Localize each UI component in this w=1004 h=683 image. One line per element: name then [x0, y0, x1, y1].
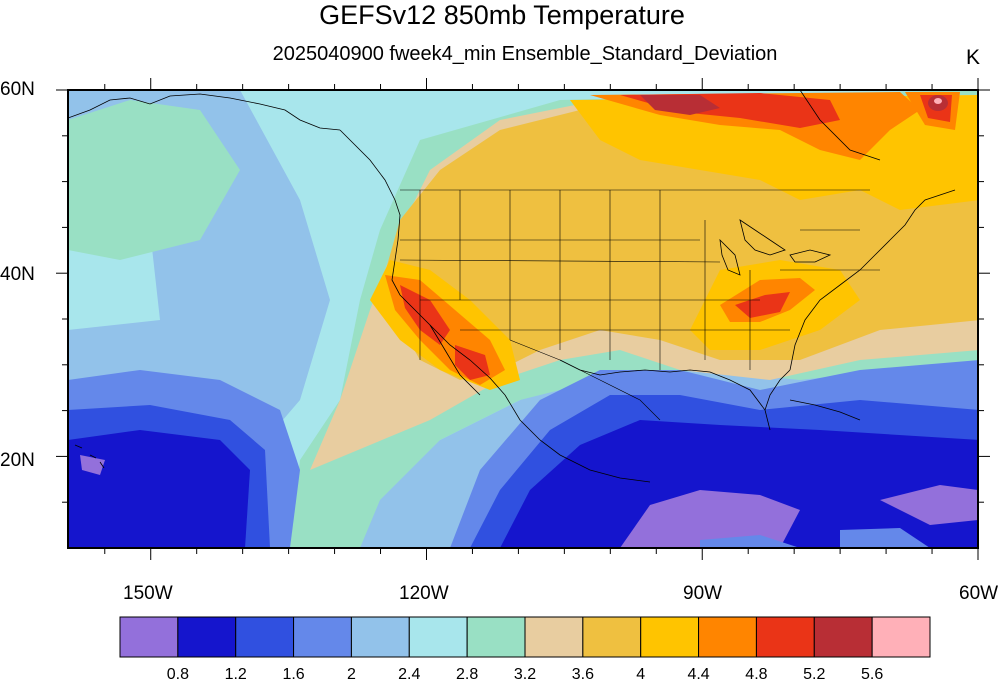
- colorbar-swatch: [524, 616, 584, 658]
- units-label: K: [966, 46, 981, 69]
- y-tick-label: 40N: [0, 264, 35, 285]
- colorbar-label: 1.2: [224, 666, 247, 683]
- colorbar-swatch: [293, 616, 352, 658]
- x-tick-label: 150W: [123, 583, 173, 604]
- colorbar-label: 5.2: [803, 666, 826, 683]
- colorbar-swatch: [350, 616, 410, 658]
- political-borders: [399, 189, 880, 421]
- colorbar-label: 5.6: [861, 666, 884, 683]
- colorbar-swatch: [582, 616, 642, 658]
- x-tick-label: 120W: [399, 583, 449, 604]
- colorbar-label: 0.8: [166, 666, 189, 683]
- colorbar-label: 2.4: [398, 666, 421, 683]
- colorbar-swatch: [235, 616, 295, 658]
- colorbar-swatch: [466, 616, 526, 658]
- map-subtitle: 2025040900 fweek4_min Ensemble_Standard_…: [272, 43, 778, 65]
- tick-marks: [56, 78, 990, 560]
- colorbar-swatch: [640, 616, 700, 658]
- colorbar-swatch: [408, 616, 468, 658]
- colorbar-label: 3.2: [513, 666, 537, 683]
- colorbar-label: 2.8: [456, 666, 479, 683]
- colorbar-swatch: [177, 616, 237, 658]
- colorbar: [119, 616, 931, 658]
- colorbar-label: 1.6: [282, 666, 305, 683]
- coastlines: [68, 90, 956, 483]
- colorbar-swatch: [698, 616, 757, 658]
- colorbar-swatch: [755, 616, 815, 658]
- contour-field: [68, 90, 978, 548]
- y-tick-label: 20N: [0, 450, 35, 471]
- colorbar-swatch: [813, 616, 873, 658]
- y-tick-label: 60N: [0, 79, 35, 100]
- x-tick-label: 60W: [959, 583, 999, 604]
- colorbar-swatch: [119, 616, 179, 658]
- map-title: GEFSv12 850mb Temperature: [319, 0, 685, 30]
- colorbar-swatch: [871, 616, 931, 658]
- colorbar-label: 4.4: [687, 666, 710, 683]
- colorbar-label: 4.8: [745, 666, 768, 683]
- colorbar-label: 4: [636, 666, 646, 683]
- x-tick-label: 90W: [683, 583, 723, 604]
- colorbar-label: 3.6: [571, 666, 594, 683]
- colorbar-label: 2: [346, 666, 356, 683]
